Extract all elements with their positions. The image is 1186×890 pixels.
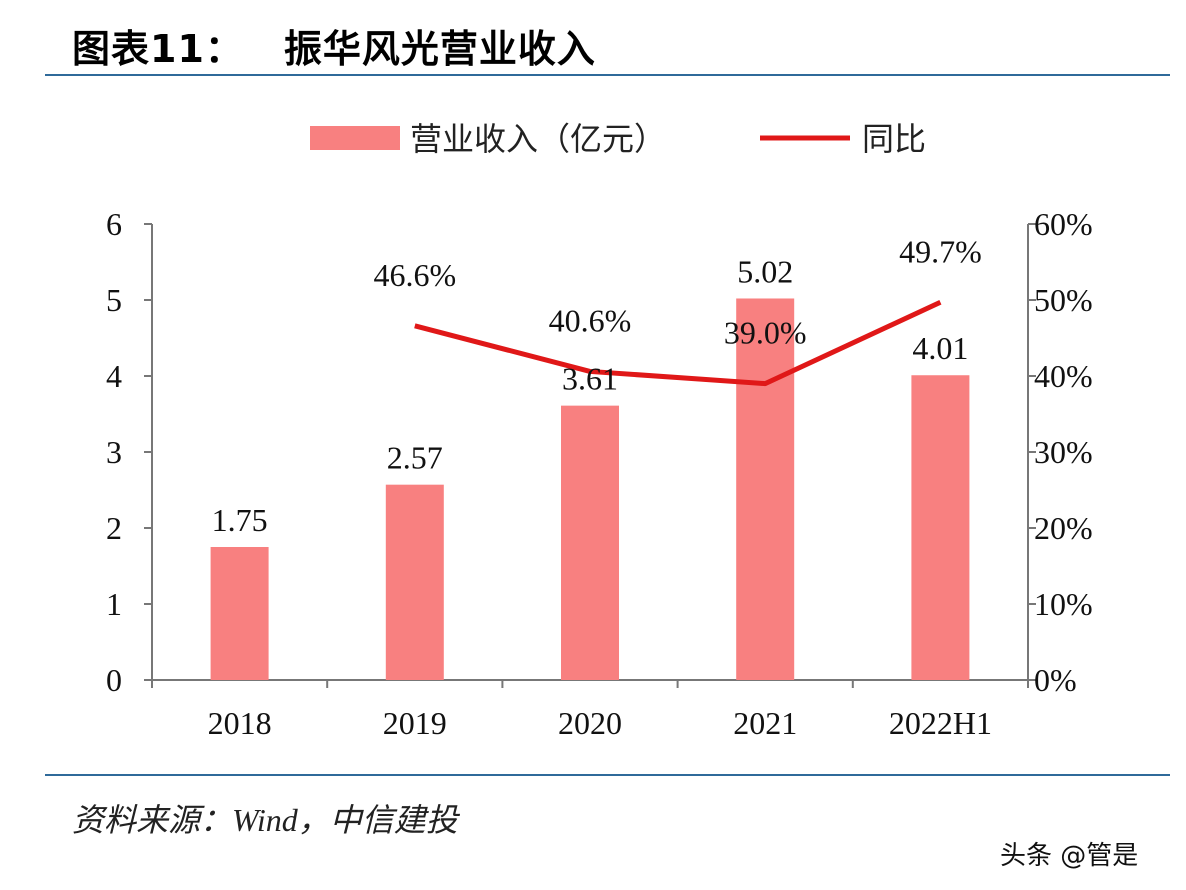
x-tick-label: 2018 [208,705,272,741]
line-data-label: 39.0% [724,315,807,351]
bar [561,405,619,680]
line-data-label: 49.7% [899,233,982,269]
x-tick-label: 2020 [558,705,622,741]
left-tick-label: 2 [106,510,122,546]
left-tick-label: 1 [106,586,122,622]
line-data-label: 40.6% [549,302,632,338]
left-tick-label: 4 [106,358,122,394]
x-tick-label: 2019 [383,705,447,741]
bar [385,484,444,680]
chart-title: 图表11： 振华风光营业收入 [72,18,596,73]
bar [210,547,269,680]
top-rule [45,74,1170,76]
right-tick-label: 60% [1034,206,1093,242]
right-tick-label: 30% [1034,434,1093,470]
legend-bar-label: 营业收入（亿元） [410,121,666,157]
left-tick-label: 6 [106,206,122,242]
watermark: 头条 @管是 [1000,841,1139,871]
bar-data-label: 3.61 [562,361,618,397]
bar-data-label: 1.75 [212,502,268,538]
legend-line-label: 同比 [862,121,926,157]
bar-data-label: 4.01 [912,330,968,366]
right-tick-label: 20% [1034,510,1093,546]
figure-number: 图表11： [72,27,244,71]
left-tick-label: 5 [106,282,122,318]
line-data-label: 46.6% [373,257,456,293]
figure-title: 振华风光营业收入 [283,27,596,71]
source-note: 资料来源：Wind，中信建投 [72,802,458,838]
bottom-rule [45,774,1170,776]
line-series [414,300,942,387]
right-tick-label: 40% [1034,358,1093,394]
bar [736,298,795,680]
right-tick-label: 10% [1034,586,1093,622]
bar-data-label: 5.02 [737,253,793,289]
bar [911,375,970,680]
left-tick-label: 0 [106,662,122,698]
x-tick-label: 2022H1 [889,705,992,741]
right-tick-label: 50% [1034,282,1093,318]
right-tick-label: 0% [1034,662,1077,698]
bar-data-label: 2.57 [387,440,443,476]
legend-bar-swatch [310,126,400,150]
x-tick-label: 2021 [733,705,797,741]
left-tick-label: 3 [106,434,122,470]
